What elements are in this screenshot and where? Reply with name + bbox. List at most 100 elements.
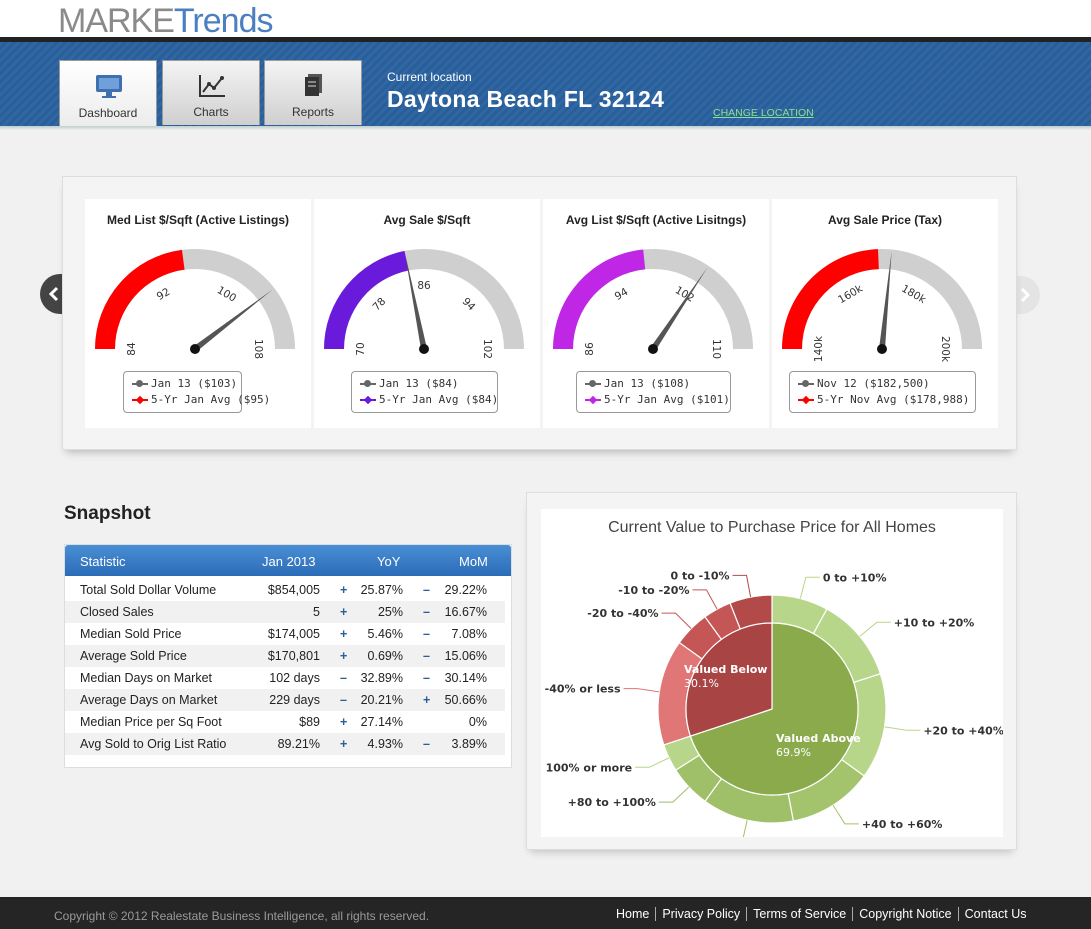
pie-outer-label: +80 to +100%	[568, 796, 656, 809]
tab-dashboard[interactable]: Dashboard	[59, 60, 157, 126]
pie-label-connector	[742, 820, 748, 837]
tab-reports[interactable]: Reports	[264, 60, 362, 125]
line-chart-icon	[199, 75, 225, 97]
row-label: Avg Sold to Orig List Ratio	[80, 737, 227, 751]
gauge-card-avg-sale-sqft: Avg Sale $/Sqft 70 78 86 94 102 Jan 13 ($84)…	[314, 199, 540, 428]
legend-average: 5-Yr Jan Avg ($84)	[379, 393, 499, 406]
pie-outer-label: 0 to +10%	[823, 571, 887, 584]
pie-inner-label-above: Valued Above	[776, 732, 861, 745]
row-label: Average Days on Market	[80, 693, 218, 707]
col-header-statistic: Statistic	[80, 554, 126, 569]
gauge-tick-label: 200k	[939, 336, 951, 363]
row-label: Closed Sales	[80, 605, 154, 619]
table-row: Avg Sold to Orig List Ratio 89.21% +4.93% –…	[65, 733, 505, 755]
carousel-prev-button[interactable]	[40, 274, 64, 314]
carousel-next-button[interactable]	[1016, 276, 1040, 314]
pie-label-connector	[884, 726, 921, 731]
footer-link-copyright[interactable]: Copyright Notice	[852, 907, 958, 921]
chevron-left-icon	[48, 286, 59, 302]
mom-value: 15.06%	[444, 649, 487, 663]
gauge-average-band	[553, 249, 646, 349]
gauge-needle-hub	[190, 344, 200, 354]
gauge-legend: Jan 13 ($103) 5-Yr Jan Avg ($95)	[123, 371, 270, 413]
row-value: $89	[299, 715, 320, 729]
col-header-mom: MoM	[459, 554, 488, 569]
gauge-card-med-list: Med List $/Sqft (Active Listings) 84 92 10…	[85, 199, 311, 428]
mom-value: 29.22%	[444, 583, 487, 597]
gauge-tick-label: 78	[370, 295, 388, 313]
yoy-sign: +	[340, 715, 348, 729]
legend-current: Nov 12 ($182,500)	[817, 377, 930, 390]
gauge-needle-hub	[648, 344, 658, 354]
row-label: Median Sold Price	[80, 627, 182, 641]
legend-average: 5-Yr Nov Avg ($178,988)	[817, 393, 970, 406]
row-label: Total Sold Dollar Volume	[80, 583, 217, 597]
mom-sign: –	[423, 671, 430, 685]
footer-link-contact[interactable]: Contact Us	[957, 907, 1033, 921]
pie-label-connector	[658, 786, 690, 803]
tab-charts[interactable]: Charts	[162, 60, 260, 125]
gauge-average-band	[782, 249, 879, 349]
pie-panel: Current Value to Purchase Price for All …	[526, 492, 1017, 850]
yoy-value: 20.21%	[360, 693, 403, 707]
table-row: Median Days on Market 102 days –32.89% –30.…	[65, 667, 505, 689]
mom-value: 3.89%	[451, 737, 487, 751]
footer-link-terms[interactable]: Terms of Service	[746, 907, 853, 921]
pie-inner-slice-below[interactable]	[685, 622, 773, 737]
mom-sign: –	[423, 583, 430, 597]
table-row: Median Sold Price $174,005 +5.46% – 7.08%	[65, 623, 505, 645]
legend-current: Jan 13 ($108)	[604, 377, 691, 390]
app-logo[interactable]: MARKETrends	[58, 2, 274, 41]
yoy-value: 25%	[377, 605, 403, 619]
row-label: Median Price per Sq Foot	[80, 715, 222, 729]
pie-outer-label: -10 to -20%	[618, 584, 689, 597]
document-icon	[305, 74, 322, 96]
yoy-sign: –	[340, 671, 347, 685]
mom-value: 16.67%	[444, 605, 487, 619]
pie-label-connector	[799, 576, 820, 599]
yoy-value: 0.69%	[367, 649, 403, 663]
pie-label-connector	[859, 621, 891, 637]
gauge-tick-label: 100	[215, 284, 238, 304]
table-row: Median Price per Sq Foot $89 +27.14% 0%	[65, 711, 505, 733]
gauge-tick-label: 110	[710, 339, 722, 359]
tab-label: Dashboard	[78, 106, 138, 120]
change-location-link[interactable]: CHANGE LOCATION	[713, 107, 814, 119]
mom-value: 50.66%	[444, 693, 487, 707]
gauge-dial: 84 92 100 108	[94, 248, 295, 359]
yoy-sign: +	[340, 737, 348, 751]
footer-link-privacy[interactable]: Privacy Policy	[655, 907, 747, 921]
mom-sign: –	[423, 649, 430, 663]
gauge-legend: Jan 13 ($84) 5-Yr Jan Avg ($84)	[351, 371, 498, 413]
pie-label-connector	[635, 757, 670, 768]
location-caption: Current location	[387, 70, 472, 84]
footer-link-home[interactable]: Home	[616, 907, 650, 921]
table-row: Total Sold Dollar Volume $854,005 +25.87% –…	[65, 579, 505, 601]
yoy-sign: +	[340, 627, 348, 641]
yoy-value: 27.14%	[360, 715, 403, 729]
mom-value: 0%	[468, 715, 487, 729]
footer-links: Home Privacy Policy Terms of Service Copyri…	[610, 907, 1033, 921]
tab-label: Charts	[193, 105, 229, 119]
mom-sign: –	[423, 627, 430, 641]
row-value: 89.21%	[277, 737, 320, 751]
pie-outer-label: -40% or less	[545, 683, 621, 696]
logo-text-part2: Trends	[173, 2, 274, 40]
mom-value: 30.14%	[444, 671, 487, 685]
yoy-sign: –	[340, 693, 347, 707]
pie-inner-slice-above[interactable]	[689, 622, 859, 796]
row-label: Average Sold Price	[80, 649, 187, 663]
pie-inner-value-above: 69.9%	[776, 746, 811, 759]
chevron-right-icon	[1020, 287, 1031, 303]
gauge-tick-label: 92	[155, 286, 173, 303]
gauge-legend: Jan 13 ($108) 5-Yr Jan Avg ($101)	[576, 371, 731, 413]
copyright-text: Copyright © 2012 Realestate Business Int…	[54, 909, 430, 923]
gauge-tick-label: 102	[481, 339, 493, 359]
gauge-card-avg-list-sqft: Avg List $/Sqft (Active Lisitngs) 86 94 10…	[543, 199, 769, 428]
logo-bar: MARKETrends	[0, 0, 1091, 41]
row-value: 102 days	[269, 671, 320, 685]
legend-current: Jan 13 ($84)	[379, 377, 459, 390]
yoy-value: 32.89%	[360, 671, 403, 685]
gauge-dial: 70 78 86 94 102	[324, 248, 524, 359]
gauge-dial: 140k 160k 180k 200k	[782, 248, 982, 363]
